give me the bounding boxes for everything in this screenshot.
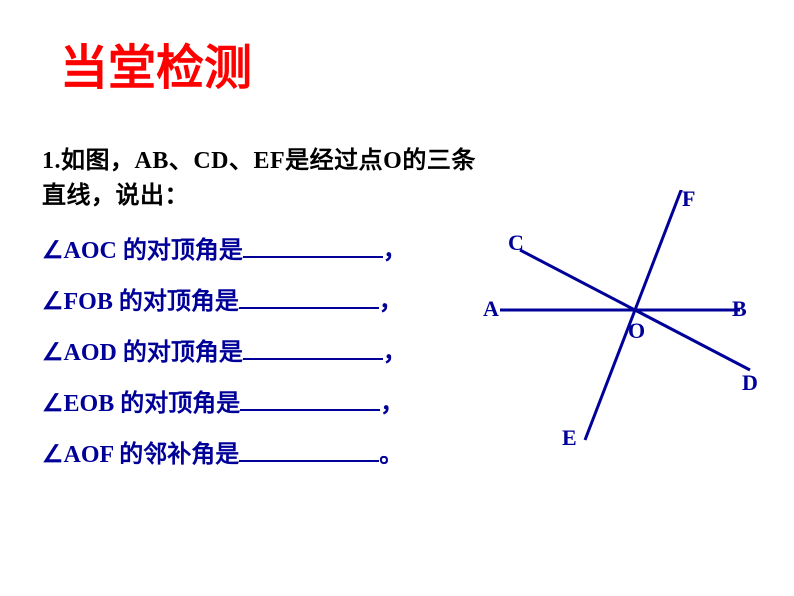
question-line-3: ∠AOD 的对顶角是 ， (42, 332, 482, 367)
question-line-4: ∠EOB 的对顶角是 ， (42, 383, 482, 418)
punct: ， (380, 391, 404, 417)
punct: ， (383, 238, 407, 264)
line-EF (585, 190, 685, 440)
angle-text: ∠AOF (42, 442, 113, 468)
angle-text: ∠EOB (42, 391, 114, 417)
question-text: 的对顶角是 (114, 391, 240, 417)
punct: ， (383, 340, 407, 366)
label-F: F (682, 186, 695, 212)
problem-content: 1.如图，AB、CD、EF是经过点O的三条直线，说出： ∠AOC 的对顶角是， … (42, 140, 482, 485)
answer-blank (239, 440, 379, 462)
geometry-figure: A B C D E F O (480, 190, 760, 450)
answer-blank (243, 338, 383, 360)
question-text: 的邻补角是 (113, 442, 239, 468)
angle-text: ∠FOB (42, 289, 113, 315)
question-text: 的对顶角是 (117, 238, 243, 264)
page-title: 当堂检测 (60, 28, 252, 98)
label-A: A (483, 296, 499, 322)
angle-text: ∠AOC (42, 238, 117, 264)
label-D: D (742, 370, 758, 396)
label-C: C (508, 230, 524, 256)
question-line-5: ∠AOF 的邻补角是 。 (42, 434, 482, 469)
question-text: 的对顶角是 (113, 289, 239, 315)
lines-diagram (480, 190, 760, 450)
answer-blank (240, 389, 380, 411)
answer-blank (243, 236, 383, 258)
punct: ， (379, 289, 403, 315)
label-B: B (732, 296, 747, 322)
question-text: 的对顶角是 (117, 340, 243, 366)
label-E: E (562, 425, 577, 451)
question-line-2: ∠FOB 的对顶角是 ， (42, 281, 482, 316)
problem-intro: 1.如图，AB、CD、EF是经过点O的三条直线，说出： (42, 140, 482, 210)
punct: 。 (379, 442, 403, 468)
answer-blank (239, 287, 379, 309)
question-line-1: ∠AOC 的对顶角是 ， (42, 230, 482, 265)
label-O: O (628, 318, 645, 344)
angle-text: ∠AOD (42, 340, 117, 366)
